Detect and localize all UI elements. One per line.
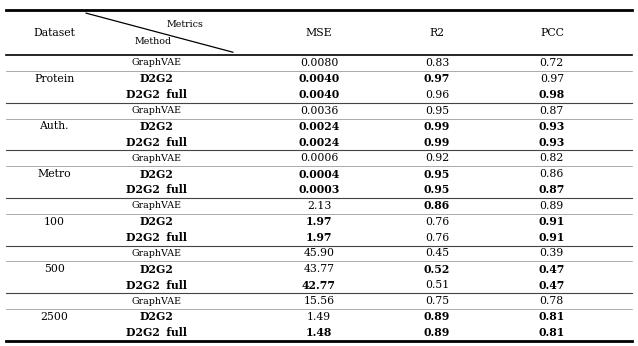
Text: 0.83: 0.83 [425, 58, 449, 68]
Text: D2G2: D2G2 [139, 264, 174, 275]
Text: 0.99: 0.99 [424, 137, 450, 148]
Text: D2G2  full: D2G2 full [126, 327, 187, 338]
Text: D2G2  full: D2G2 full [126, 184, 187, 195]
Text: 0.98: 0.98 [538, 89, 565, 100]
Text: 43.77: 43.77 [304, 264, 334, 274]
Text: 2500: 2500 [40, 312, 68, 322]
Text: D2G2: D2G2 [139, 216, 174, 227]
Text: 0.96: 0.96 [425, 90, 449, 100]
Text: Auth.: Auth. [40, 121, 69, 131]
Text: 0.81: 0.81 [538, 311, 565, 322]
Text: GraphVAE: GraphVAE [131, 297, 181, 306]
Text: 0.93: 0.93 [538, 137, 565, 148]
Text: PCC: PCC [540, 28, 564, 38]
Text: 0.86: 0.86 [540, 169, 564, 179]
Text: 0.89: 0.89 [540, 201, 564, 211]
Text: 0.0040: 0.0040 [299, 89, 339, 100]
Text: 0.91: 0.91 [538, 232, 565, 243]
Text: 0.51: 0.51 [425, 280, 449, 290]
Text: D2G2  full: D2G2 full [126, 280, 187, 291]
Text: 1.48: 1.48 [306, 327, 332, 338]
Text: GraphVAE: GraphVAE [131, 201, 181, 210]
Text: GraphVAE: GraphVAE [131, 58, 181, 67]
Text: GraphVAE: GraphVAE [131, 249, 181, 258]
Text: 0.91: 0.91 [538, 216, 565, 227]
Text: 0.87: 0.87 [538, 184, 565, 195]
Text: 0.45: 0.45 [425, 248, 449, 258]
Text: 0.0004: 0.0004 [299, 169, 339, 180]
Text: 100: 100 [44, 217, 64, 227]
Text: 0.0040: 0.0040 [299, 73, 339, 84]
Text: 0.97: 0.97 [540, 74, 564, 84]
Text: 0.47: 0.47 [538, 264, 565, 275]
Text: GraphVAE: GraphVAE [131, 106, 181, 115]
Text: 0.76: 0.76 [425, 217, 449, 227]
Text: 1.97: 1.97 [306, 216, 332, 227]
Text: 0.39: 0.39 [540, 248, 564, 258]
Text: 0.75: 0.75 [425, 296, 449, 306]
Text: R2: R2 [429, 28, 445, 38]
Text: D2G2  full: D2G2 full [126, 137, 187, 148]
Text: 0.78: 0.78 [540, 296, 564, 306]
Text: 0.95: 0.95 [425, 106, 449, 116]
Text: D2G2: D2G2 [139, 73, 174, 84]
Text: 0.0006: 0.0006 [300, 153, 338, 163]
Text: 0.52: 0.52 [424, 264, 450, 275]
Text: 2.13: 2.13 [307, 201, 331, 211]
Text: 500: 500 [44, 264, 64, 274]
Text: GraphVAE: GraphVAE [131, 154, 181, 163]
Text: 0.0003: 0.0003 [299, 184, 339, 195]
Text: 0.81: 0.81 [538, 327, 565, 338]
Text: MSE: MSE [306, 28, 332, 38]
Text: 15.56: 15.56 [304, 296, 334, 306]
Text: 0.47: 0.47 [538, 280, 565, 291]
Text: 1.97: 1.97 [306, 232, 332, 243]
Text: 0.99: 0.99 [424, 121, 450, 132]
Text: D2G2: D2G2 [139, 121, 174, 132]
Text: 0.72: 0.72 [540, 58, 564, 68]
Text: D2G2  full: D2G2 full [126, 232, 187, 243]
Text: 0.95: 0.95 [424, 169, 450, 180]
Text: 0.87: 0.87 [540, 106, 564, 116]
Text: 0.93: 0.93 [538, 121, 565, 132]
Text: Protein: Protein [34, 74, 75, 84]
Text: 0.92: 0.92 [425, 153, 449, 163]
Text: 0.95: 0.95 [424, 184, 450, 195]
Text: Metro: Metro [38, 169, 71, 179]
Text: Metrics: Metrics [167, 19, 204, 28]
Text: D2G2: D2G2 [139, 311, 174, 322]
Text: D2G2: D2G2 [139, 169, 174, 180]
Text: 0.76: 0.76 [425, 233, 449, 243]
Text: 45.90: 45.90 [304, 248, 334, 258]
Text: 42.77: 42.77 [302, 280, 336, 291]
Text: 0.0024: 0.0024 [299, 121, 339, 132]
Text: Dataset: Dataset [33, 28, 75, 38]
Text: 0.97: 0.97 [424, 73, 450, 84]
Text: D2G2  full: D2G2 full [126, 89, 187, 100]
Text: 0.82: 0.82 [540, 153, 564, 163]
Text: 0.89: 0.89 [424, 327, 450, 338]
Text: 0.86: 0.86 [424, 200, 450, 211]
Text: 0.0024: 0.0024 [299, 137, 339, 148]
Text: Method: Method [135, 37, 172, 46]
Text: 1.49: 1.49 [307, 312, 331, 322]
Text: 0.0080: 0.0080 [300, 58, 338, 68]
Text: 0.89: 0.89 [424, 311, 450, 322]
Text: 0.0036: 0.0036 [300, 106, 338, 116]
